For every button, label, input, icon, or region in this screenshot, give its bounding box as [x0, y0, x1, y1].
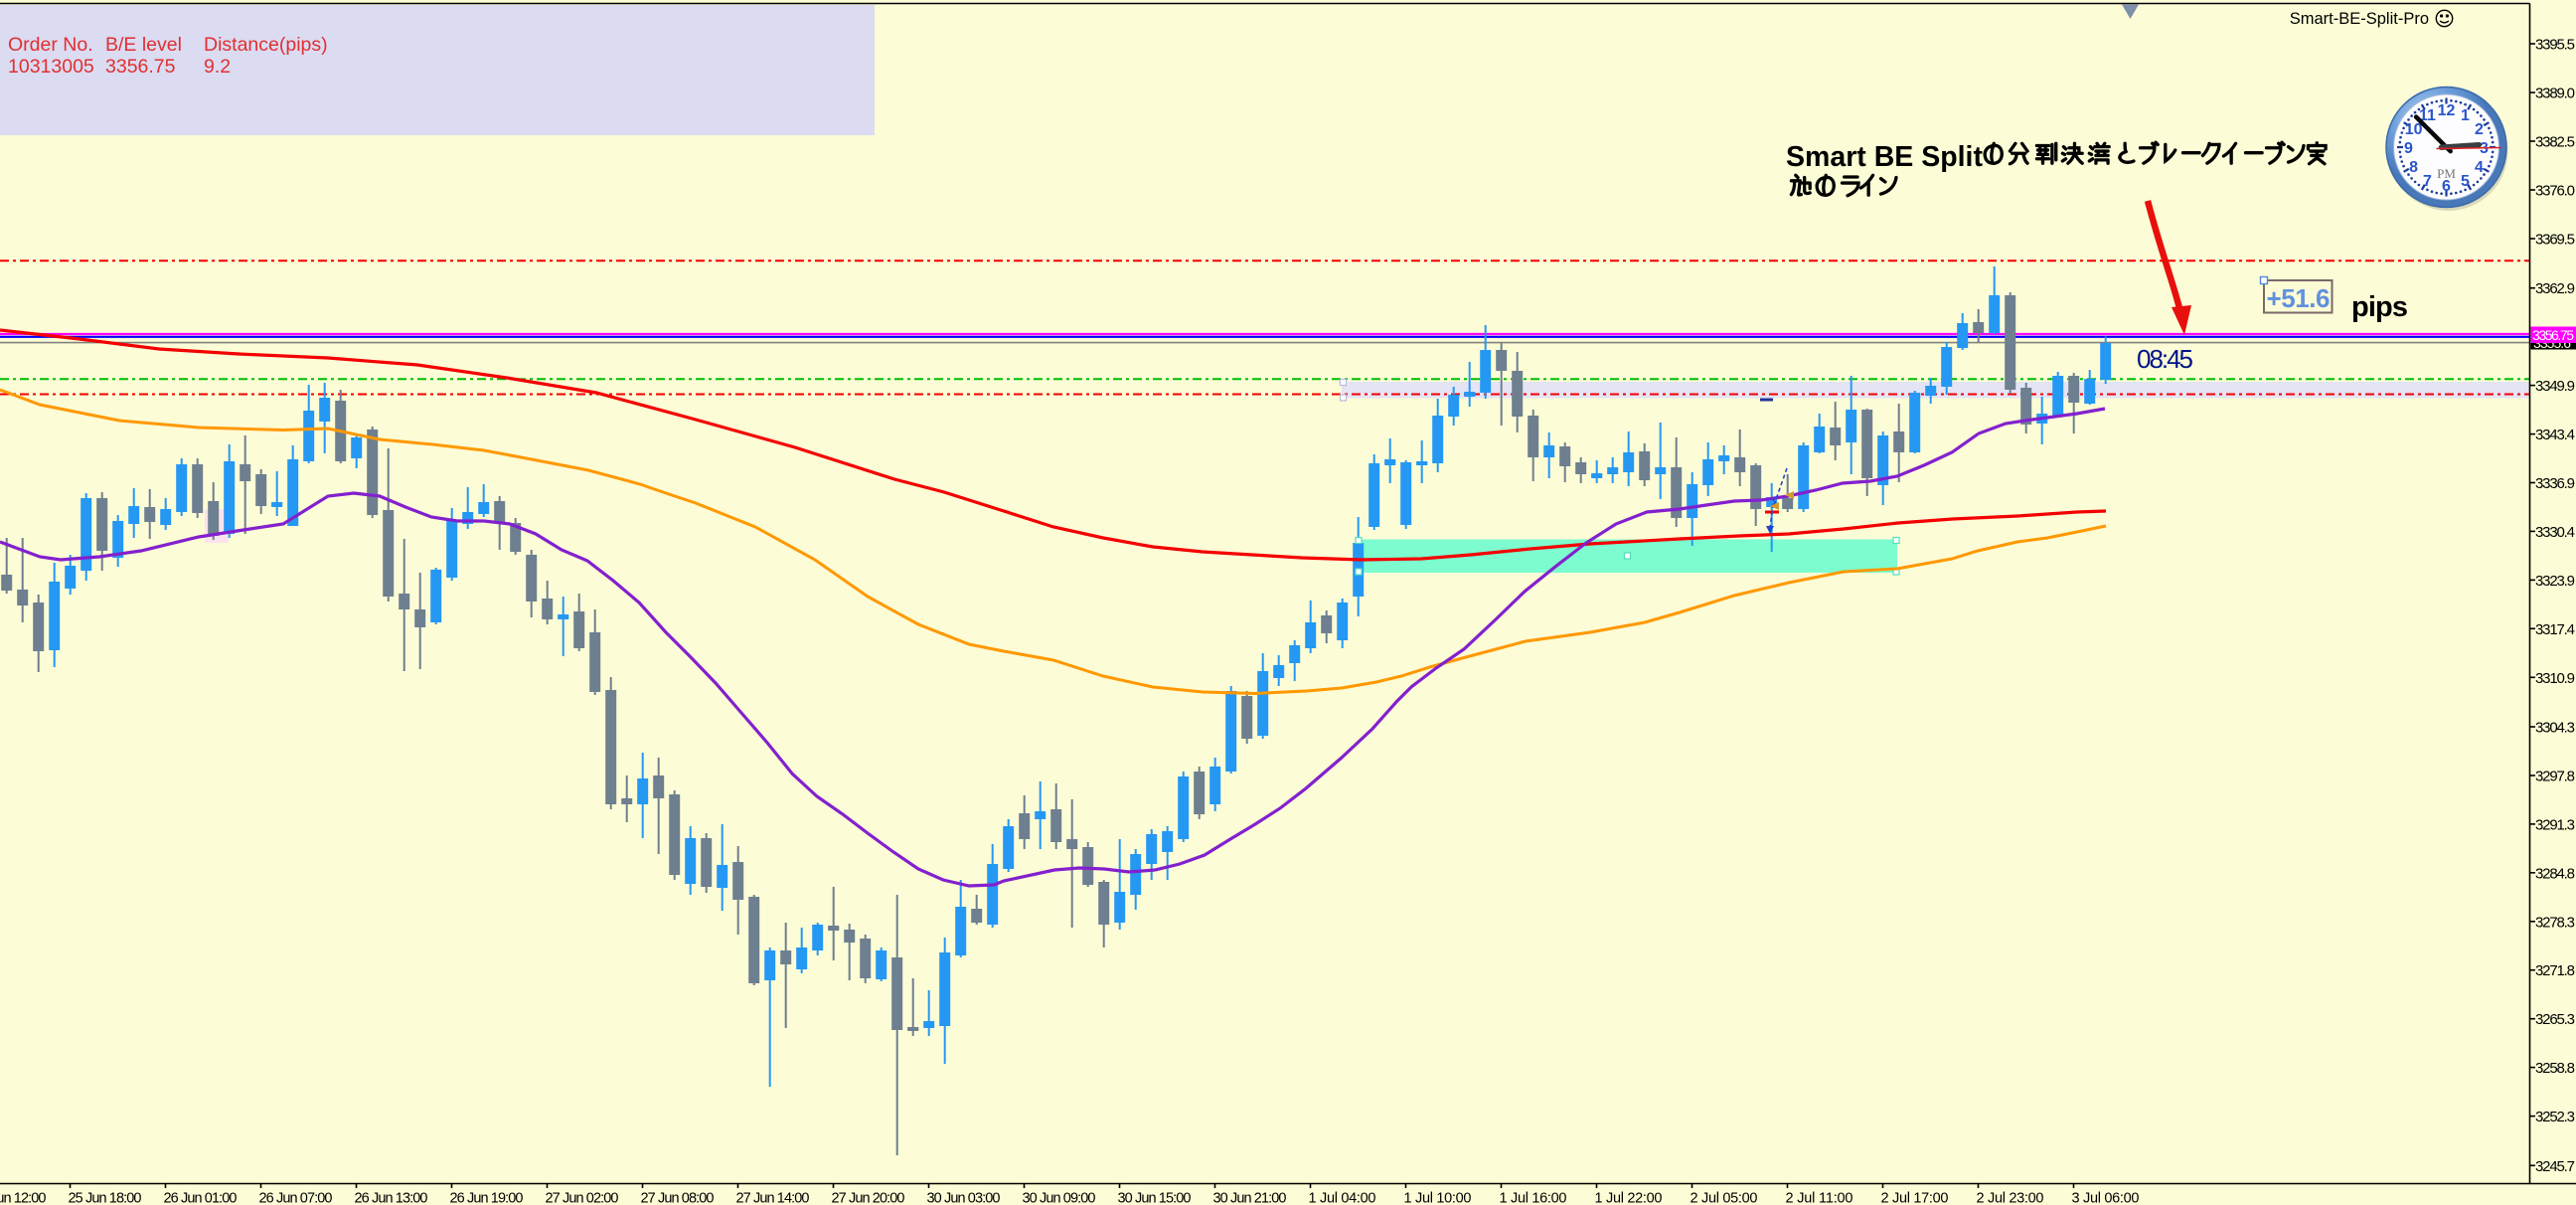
svg-text:3265.3: 3265.3: [2535, 1011, 2575, 1028]
svg-text:7: 7: [2423, 173, 2432, 190]
svg-text:26 Jun 07:00: 26 Jun 07:00: [259, 1191, 333, 1205]
svg-text:pips: pips: [2351, 291, 2408, 323]
svg-text:30 Jun 21:00: 30 Jun 21:00: [1213, 1191, 1287, 1205]
svg-text:26 Jun 01:00: 26 Jun 01:00: [164, 1191, 238, 1205]
svg-text:3310.9: 3310.9: [2535, 670, 2575, 687]
svg-text:3323.9: 3323.9: [2535, 573, 2575, 590]
svg-text:2: 2: [2475, 121, 2484, 138]
svg-text:3284.8: 3284.8: [2535, 865, 2575, 882]
svg-text:11: 11: [2419, 107, 2436, 124]
svg-text:3291.3: 3291.3: [2535, 816, 2575, 833]
svg-text:4: 4: [2475, 159, 2484, 176]
svg-text:3362.9: 3362.9: [2535, 280, 2575, 297]
svg-text:2 Jul 17:00: 2 Jul 17:00: [1881, 1191, 1949, 1205]
svg-text:27 Jun 20:00: 27 Jun 20:00: [832, 1191, 905, 1205]
svg-text:9.2: 9.2: [204, 56, 231, 78]
svg-text:25 Jun 18:00: 25 Jun 18:00: [69, 1191, 142, 1205]
svg-text:2 Jul 11:00: 2 Jul 11:00: [1786, 1191, 1853, 1205]
svg-text:+51.6: +51.6: [2267, 283, 2331, 313]
svg-text:27 Jun 08:00: 27 Jun 08:00: [641, 1191, 715, 1205]
svg-text:2 Jul 23:00: 2 Jul 23:00: [1977, 1191, 2044, 1205]
svg-text:3258.8: 3258.8: [2535, 1060, 2575, 1077]
svg-text:3376.0: 3376.0: [2535, 183, 2575, 200]
svg-text:B/E level: B/E level: [105, 34, 182, 56]
svg-text:30 Jun 03:00: 30 Jun 03:00: [927, 1191, 1001, 1205]
svg-text:3349.9: 3349.9: [2535, 378, 2575, 395]
svg-text:Smart BE Split: Smart BE Split: [1786, 141, 1983, 173]
svg-text:2 Jul 05:00: 2 Jul 05:00: [1690, 1191, 1758, 1205]
svg-text:3356.75: 3356.75: [105, 56, 176, 78]
svg-text:27 Jun 14:00: 27 Jun 14:00: [736, 1191, 810, 1205]
svg-text:3252.3: 3252.3: [2535, 1109, 2575, 1125]
svg-text:1 Jul 10:00: 1 Jul 10:00: [1404, 1191, 1472, 1205]
svg-text:5: 5: [2461, 173, 2470, 190]
svg-text:30 Jun 15:00: 30 Jun 15:00: [1118, 1191, 1192, 1205]
svg-text:1 Jul 04:00: 1 Jul 04:00: [1309, 1191, 1376, 1205]
svg-text:08:45: 08:45: [2137, 344, 2193, 374]
svg-text:Order No.: Order No.: [8, 34, 93, 56]
svg-text:8: 8: [2409, 159, 2418, 176]
svg-text:3304.3: 3304.3: [2535, 720, 2575, 737]
svg-text:3317.4: 3317.4: [2535, 621, 2575, 638]
svg-text:3343.4: 3343.4: [2535, 427, 2575, 443]
svg-text:25 Jun 12:00: 25 Jun 12:00: [0, 1191, 47, 1205]
svg-text:6: 6: [2442, 178, 2451, 195]
svg-text:26 Jun 13:00: 26 Jun 13:00: [355, 1191, 428, 1205]
svg-text:3271.8: 3271.8: [2535, 962, 2575, 979]
svg-text:30 Jun 09:00: 30 Jun 09:00: [1023, 1191, 1096, 1205]
svg-text:3245.7: 3245.7: [2535, 1158, 2575, 1175]
svg-text:1 Jul 16:00: 1 Jul 16:00: [1500, 1191, 1567, 1205]
svg-text:26 Jun 19:00: 26 Jun 19:00: [450, 1191, 524, 1205]
svg-text:3369.5: 3369.5: [2535, 232, 2575, 249]
svg-text:3356.75: 3356.75: [2532, 327, 2574, 343]
svg-text:27 Jun 02:00: 27 Jun 02:00: [546, 1191, 619, 1205]
svg-text:3336.9: 3336.9: [2535, 475, 2575, 492]
svg-text:PM: PM: [2437, 166, 2456, 181]
svg-text:1: 1: [2461, 107, 2470, 124]
svg-text:Smart-BE-Split-Pro: Smart-BE-Split-Pro: [2290, 10, 2429, 28]
svg-text:10: 10: [2405, 121, 2423, 138]
svg-text:3395.5: 3395.5: [2535, 37, 2575, 54]
svg-text:3382.5: 3382.5: [2535, 134, 2575, 151]
svg-text:12: 12: [2438, 102, 2456, 119]
svg-text:Distance(pips): Distance(pips): [204, 34, 328, 56]
svg-text:1 Jul 22:00: 1 Jul 22:00: [1595, 1191, 1663, 1205]
svg-text:3278.3: 3278.3: [2535, 914, 2575, 931]
svg-text:3 Jul 06:00: 3 Jul 06:00: [2072, 1191, 2140, 1205]
svg-text:3297.8: 3297.8: [2535, 769, 2575, 785]
svg-text:9: 9: [2404, 140, 2413, 157]
svg-text:3330.4: 3330.4: [2535, 524, 2575, 541]
svg-text:3389.0: 3389.0: [2535, 86, 2575, 102]
svg-text:10313005: 10313005: [8, 56, 94, 78]
